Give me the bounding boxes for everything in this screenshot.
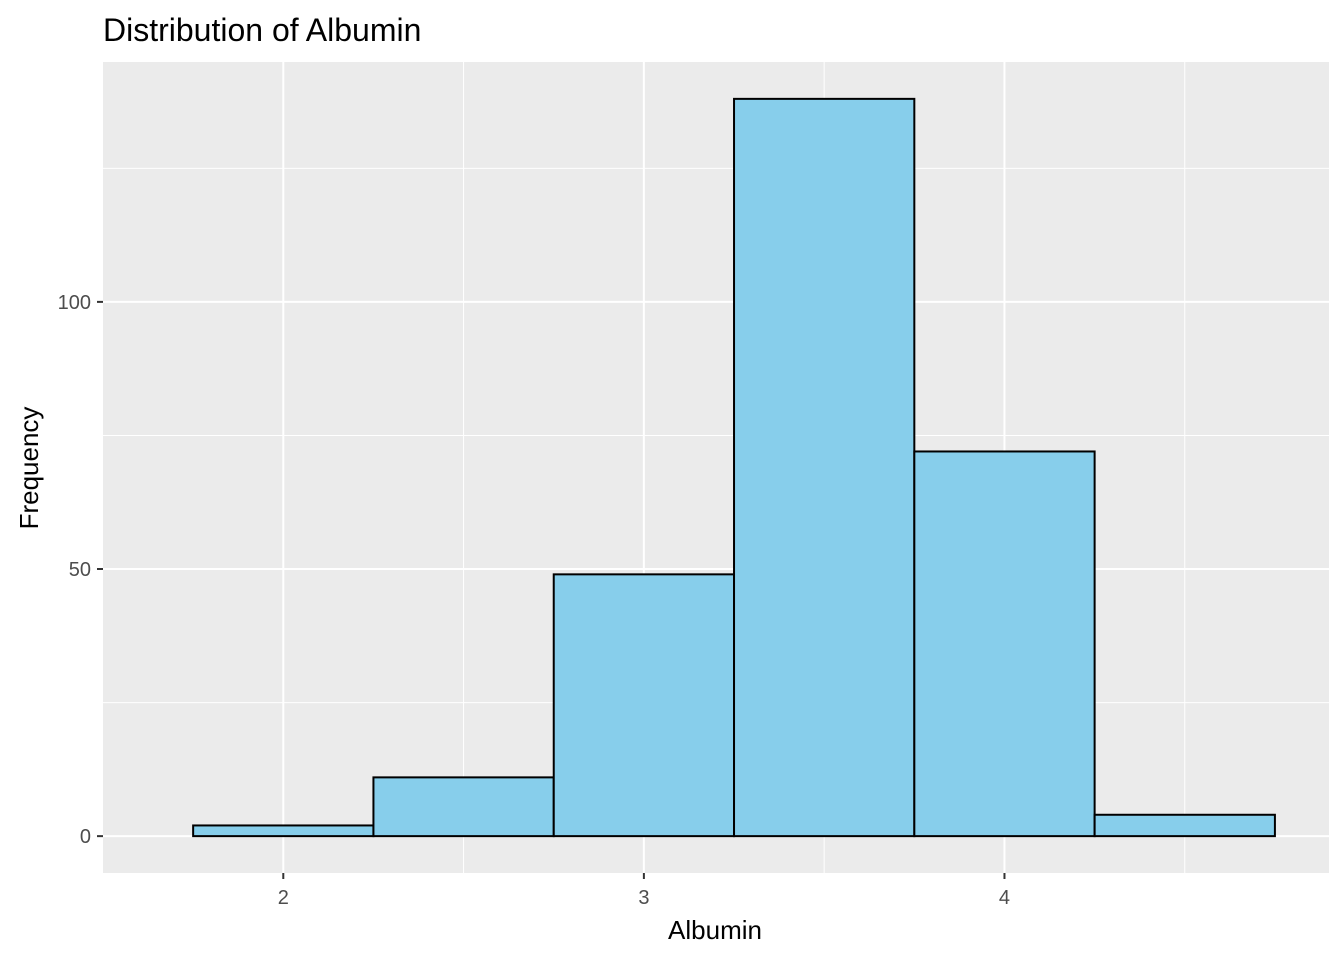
histogram-bars bbox=[192, 97, 1276, 838]
x-axis-title: Albumin bbox=[668, 915, 762, 945]
y-tick-label: 50 bbox=[69, 559, 91, 581]
y-axis-title: Frequency bbox=[14, 407, 44, 530]
y-tick-label: 0 bbox=[80, 826, 91, 848]
histogram-bar bbox=[552, 573, 736, 838]
x-axis-tick-labels: 2 3 4 bbox=[278, 887, 1010, 909]
x-tick-label: 4 bbox=[999, 887, 1010, 909]
histogram-bar bbox=[192, 824, 375, 838]
axis-ticks bbox=[97, 300, 1006, 879]
histogram-bar bbox=[1093, 813, 1276, 838]
x-tick-label: 2 bbox=[278, 887, 289, 909]
y-axis-tick-labels: 0 50 100 bbox=[58, 292, 91, 848]
chart-title: Distribution of Albumin bbox=[103, 12, 421, 48]
histogram-bar bbox=[733, 97, 916, 838]
x-tick-label: 3 bbox=[638, 887, 649, 909]
histogram-bar bbox=[913, 450, 1096, 838]
histogram-bar bbox=[372, 776, 555, 838]
y-tick-label: 100 bbox=[58, 292, 91, 314]
